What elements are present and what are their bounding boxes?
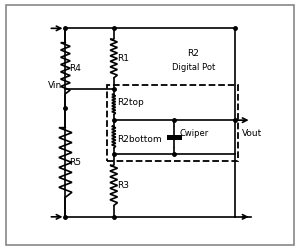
Text: R1: R1 (117, 54, 129, 63)
Text: R2top: R2top (117, 98, 144, 106)
Bar (106, 85, 238, 161)
Text: Vout: Vout (242, 129, 262, 138)
Text: Digital Pot: Digital Pot (172, 62, 215, 72)
Text: R2: R2 (188, 49, 200, 58)
Text: R4: R4 (69, 64, 81, 73)
Text: R5: R5 (69, 158, 81, 167)
Text: Cwiper: Cwiper (179, 129, 208, 138)
Text: R3: R3 (117, 181, 129, 190)
Text: R2bottom: R2bottom (117, 135, 162, 144)
Text: Vin: Vin (47, 80, 62, 90)
